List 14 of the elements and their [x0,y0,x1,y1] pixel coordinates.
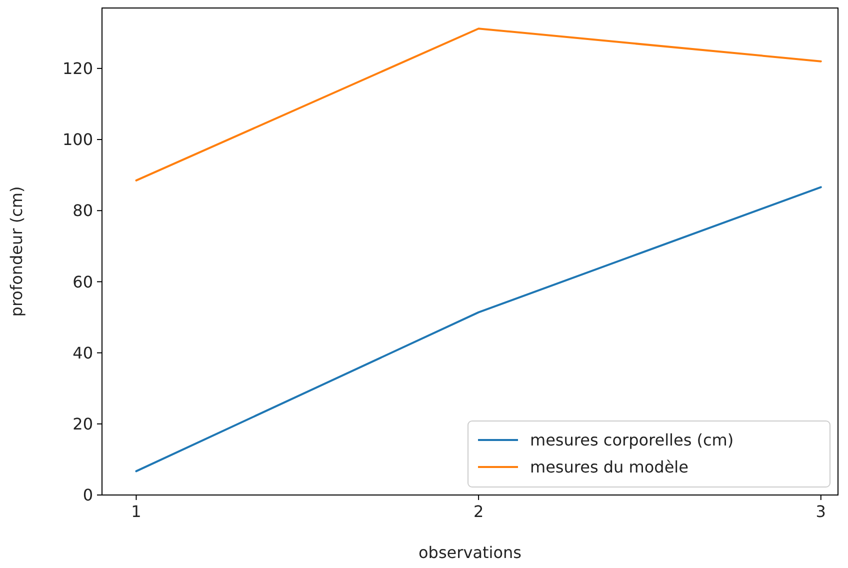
y-tick-label: 60 [72,272,93,292]
legend-label: mesures du modèle [530,458,688,477]
y-tick-label: 20 [72,414,93,434]
y-tick-label: 100 [62,130,93,150]
legend-label: mesures corporelles (cm) [530,430,734,450]
y-tick-label: 40 [72,343,93,362]
y-tick-label: 80 [72,201,93,220]
x-tick-label: 1 [131,502,142,521]
x-tick-label: 3 [816,502,826,521]
x-axis-title: observations [418,543,522,562]
y-axis-title: profondeur (cm) [7,186,26,317]
y-tick-label: 120 [62,59,93,78]
y-tick-label: 0 [82,486,93,505]
x-tick-label: 2 [473,502,484,521]
